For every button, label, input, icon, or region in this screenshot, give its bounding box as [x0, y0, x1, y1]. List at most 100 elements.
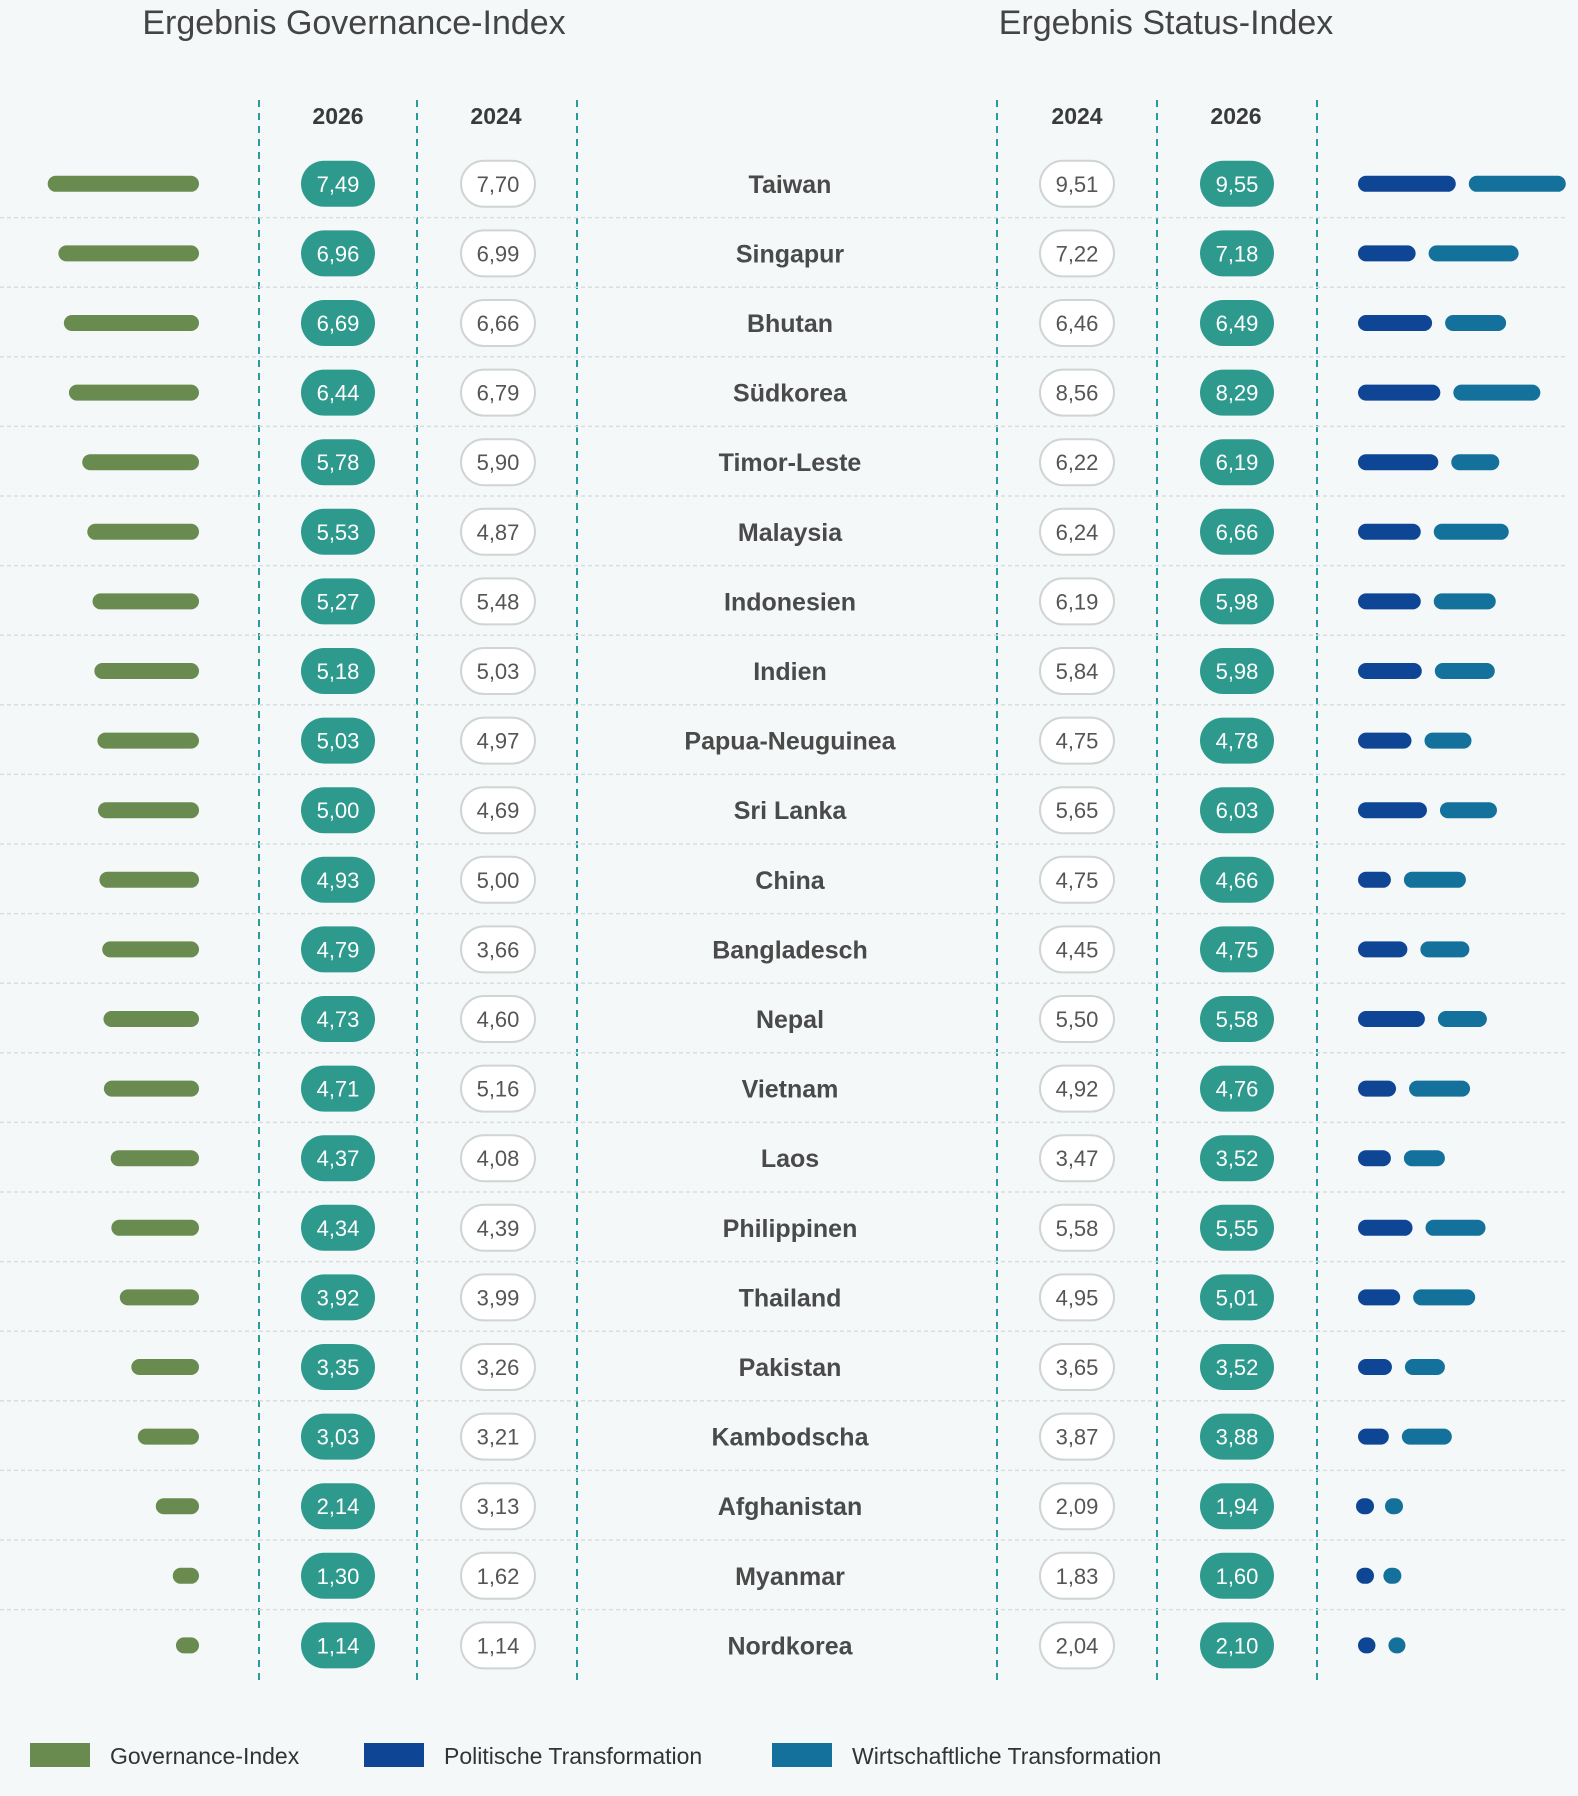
gi-2024-value: 6,66 — [477, 311, 520, 336]
gi-2024-value: 4,69 — [477, 798, 520, 823]
gi-2026-value: 4,71 — [317, 1077, 360, 1102]
gi-2026-pill — [301, 1552, 375, 1599]
si-2024-pill — [1039, 229, 1115, 278]
si-2026-pill — [1200, 508, 1274, 555]
table-row: 1,14 1,14 2,04 2,10 Nordkorea — [175, 1621, 1406, 1670]
table-row: 3,92 3,99 4,95 5,01 Thailand — [119, 1273, 1476, 1322]
si-2026-pill — [1200, 369, 1274, 416]
si-2026-value: 6,49 — [1216, 311, 1259, 336]
gi-2026-pill — [301, 578, 375, 625]
header-gi-2024: 2024 — [470, 103, 521, 129]
si-2024-value: 4,92 — [1056, 1077, 1099, 1102]
gi-2026-value: 4,73 — [317, 1007, 360, 1032]
si-2026-pill — [1200, 578, 1274, 625]
gi-2024-pill — [460, 1064, 536, 1113]
table-row: 4,73 4,60 5,50 5,58 Nepal — [103, 995, 1487, 1043]
si-2026-value: 6,66 — [1216, 520, 1259, 545]
gi-2024-pill — [460, 1412, 536, 1461]
si-2024-pill — [1039, 368, 1115, 417]
si-2026-pill — [1200, 648, 1274, 694]
country-name: Sri Lanka — [734, 797, 848, 825]
gi-2026-value: 6,96 — [317, 241, 360, 266]
si-2024-value: 8,56 — [1056, 381, 1099, 406]
gi-2024-pill — [460, 647, 536, 695]
si-2026-value: 2,10 — [1216, 1633, 1259, 1658]
table-row: 4,37 4,08 3,47 3,52 Laos — [110, 1134, 1445, 1183]
si-2024-value: 5,58 — [1056, 1216, 1099, 1241]
si-2026-value: 4,78 — [1216, 729, 1259, 754]
gi-2024-pill — [460, 1551, 536, 1600]
table-row: 5,03 4,97 4,75 4,78 Papua-Neuguinea — [97, 716, 1472, 765]
si-2026-pill — [1200, 160, 1274, 207]
country-name: Timor-Leste — [719, 449, 862, 477]
gi-2024-value: 5,90 — [477, 450, 520, 475]
country-name: Malaysia — [738, 519, 843, 547]
gi-2026-pill — [301, 1344, 375, 1390]
gi-2024-value: 5,00 — [477, 868, 520, 893]
si-2024-value: 2,09 — [1056, 1494, 1099, 1519]
table-row: 6,96 6,99 7,22 7,18 Singapur — [58, 229, 1519, 278]
gi-2026-value: 4,37 — [317, 1146, 360, 1171]
gi-2026-value: 1,30 — [317, 1564, 360, 1589]
gi-2026-value: 1,14 — [317, 1633, 360, 1658]
gi-2024-pill — [460, 925, 536, 974]
gi-2026-pill — [301, 1622, 375, 1669]
si-2026-value: 3,52 — [1216, 1146, 1259, 1171]
si-2026-value: 5,58 — [1216, 1007, 1259, 1032]
country-name: Indonesien — [724, 588, 856, 616]
gi-2026-value: 5,53 — [317, 520, 360, 545]
table-row: 2,14 3,13 2,09 1,94 Afghanistan — [155, 1482, 1403, 1531]
table-row: 5,78 5,90 6,22 6,19 Timor-Leste — [82, 438, 1500, 487]
gi-2026-pill — [301, 787, 375, 834]
si-2026-value: 5,55 — [1216, 1216, 1259, 1241]
si-2026-pill — [1200, 1344, 1274, 1390]
gi-2026-pill — [301, 369, 375, 416]
gi-2026-value: 3,92 — [317, 1285, 360, 1310]
gi-2026-value: 3,35 — [317, 1355, 360, 1380]
gi-2024-value: 6,79 — [477, 381, 520, 406]
si-2024-value: 3,87 — [1056, 1425, 1099, 1450]
si-2024-pill — [1039, 1621, 1115, 1670]
si-2026-value: 5,98 — [1216, 589, 1259, 614]
si-2026-pill — [1200, 230, 1274, 277]
gi-2024-value: 4,08 — [477, 1146, 520, 1171]
si-2024-pill — [1039, 855, 1115, 904]
legend-label-political: Politische Transformation — [444, 1743, 702, 1769]
si-2024-pill — [1039, 995, 1115, 1043]
legend-label-economic: Wirtschaftliche Transformation — [852, 1743, 1161, 1769]
si-2024-pill — [1039, 299, 1115, 347]
country-name: Vietnam — [742, 1076, 839, 1104]
si-2024-pill — [1039, 577, 1115, 626]
si-2026-pill — [1200, 1274, 1274, 1321]
gi-2024-pill — [460, 299, 536, 347]
si-2026-value: 4,75 — [1216, 937, 1259, 962]
si-2026-value: 3,88 — [1216, 1425, 1259, 1450]
gi-2024-pill — [460, 995, 536, 1043]
gi-2026-value: 4,93 — [317, 868, 360, 893]
table-row: 6,69 6,66 6,46 6,49 Bhutan — [63, 299, 1507, 347]
gi-2024-value: 3,21 — [477, 1425, 520, 1450]
table-row: 6,44 6,79 8,56 8,29 Südkorea — [68, 368, 1541, 417]
gi-2024-pill — [460, 716, 536, 765]
gi-2026-pill — [301, 996, 375, 1042]
country-name: Bhutan — [747, 310, 833, 338]
gi-2024-pill — [460, 1621, 536, 1670]
si-2026-value: 6,03 — [1216, 798, 1259, 823]
si-2026-value: 6,19 — [1216, 450, 1259, 475]
gi-2026-value: 5,03 — [317, 729, 360, 754]
gi-2024-pill — [460, 438, 536, 487]
table-row: 4,93 5,00 4,75 4,66 China — [99, 855, 1466, 904]
gi-2024-pill — [460, 855, 536, 904]
si-2024-pill — [1039, 1482, 1115, 1531]
gi-2024-value: 4,60 — [477, 1007, 520, 1032]
gi-2024-pill — [460, 368, 536, 417]
governance-title: Ergebnis Governance-Index — [142, 4, 565, 42]
country-name: Südkorea — [733, 380, 848, 408]
gi-2024-pill — [460, 1482, 536, 1531]
gi-2026-value: 7,49 — [317, 172, 360, 197]
table-row: 4,34 4,39 5,58 5,55 Philippinen — [111, 1203, 1486, 1252]
gi-2024-value: 7,70 — [477, 172, 520, 197]
si-2024-value: 6,46 — [1056, 311, 1099, 336]
si-2026-pill — [1200, 1622, 1274, 1669]
si-2024-pill — [1039, 925, 1115, 974]
